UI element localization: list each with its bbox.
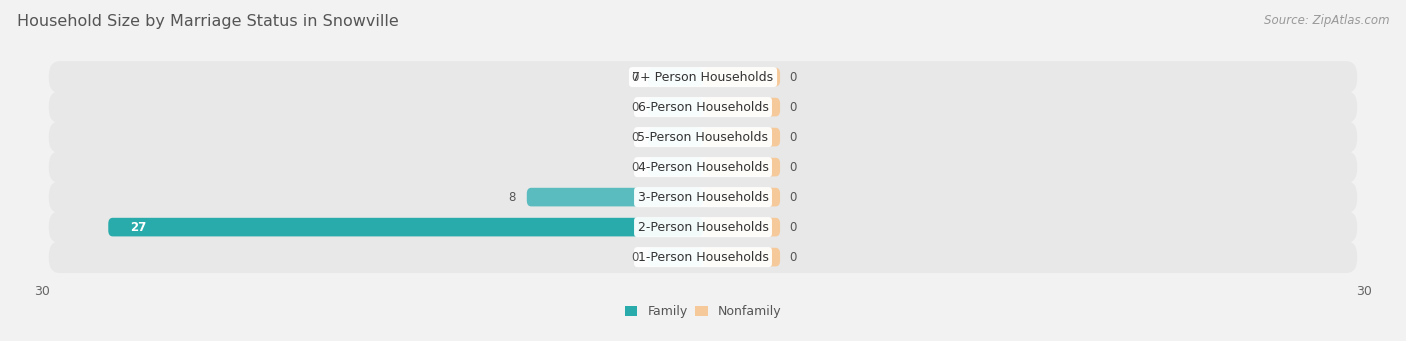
FancyBboxPatch shape <box>49 91 1357 123</box>
Text: 0: 0 <box>789 161 796 174</box>
Text: Household Size by Marriage Status in Snowville: Household Size by Marriage Status in Sno… <box>17 14 399 29</box>
Text: 7+ Person Households: 7+ Person Households <box>633 71 773 84</box>
Text: 0: 0 <box>789 191 796 204</box>
FancyBboxPatch shape <box>703 158 780 176</box>
FancyBboxPatch shape <box>703 98 780 116</box>
FancyBboxPatch shape <box>648 158 703 176</box>
Text: 0: 0 <box>789 251 796 264</box>
FancyBboxPatch shape <box>49 211 1357 243</box>
FancyBboxPatch shape <box>108 218 703 236</box>
FancyBboxPatch shape <box>527 188 703 206</box>
Text: 0: 0 <box>631 131 640 144</box>
Text: 0: 0 <box>631 101 640 114</box>
Legend: Family, Nonfamily: Family, Nonfamily <box>620 300 786 323</box>
FancyBboxPatch shape <box>49 181 1357 213</box>
FancyBboxPatch shape <box>703 248 780 266</box>
Text: 27: 27 <box>131 221 146 234</box>
Text: Source: ZipAtlas.com: Source: ZipAtlas.com <box>1264 14 1389 27</box>
FancyBboxPatch shape <box>648 128 703 146</box>
FancyBboxPatch shape <box>703 128 780 146</box>
Text: 3-Person Households: 3-Person Households <box>637 191 769 204</box>
Text: 0: 0 <box>789 131 796 144</box>
Text: 6-Person Households: 6-Person Households <box>637 101 769 114</box>
FancyBboxPatch shape <box>703 218 780 236</box>
FancyBboxPatch shape <box>49 121 1357 153</box>
Text: 1-Person Households: 1-Person Households <box>637 251 769 264</box>
Text: 8: 8 <box>509 191 516 204</box>
Text: 0: 0 <box>631 251 640 264</box>
Text: 4-Person Households: 4-Person Households <box>637 161 769 174</box>
FancyBboxPatch shape <box>648 248 703 266</box>
Text: 0: 0 <box>789 101 796 114</box>
Text: 2-Person Households: 2-Person Households <box>637 221 769 234</box>
FancyBboxPatch shape <box>703 68 780 86</box>
FancyBboxPatch shape <box>648 98 703 116</box>
Text: 0: 0 <box>789 71 796 84</box>
FancyBboxPatch shape <box>49 241 1357 273</box>
FancyBboxPatch shape <box>49 61 1357 93</box>
FancyBboxPatch shape <box>49 151 1357 183</box>
Text: 0: 0 <box>631 71 640 84</box>
FancyBboxPatch shape <box>648 68 703 86</box>
FancyBboxPatch shape <box>703 188 780 206</box>
Text: 0: 0 <box>631 161 640 174</box>
Text: 0: 0 <box>789 221 796 234</box>
Text: 5-Person Households: 5-Person Households <box>637 131 769 144</box>
